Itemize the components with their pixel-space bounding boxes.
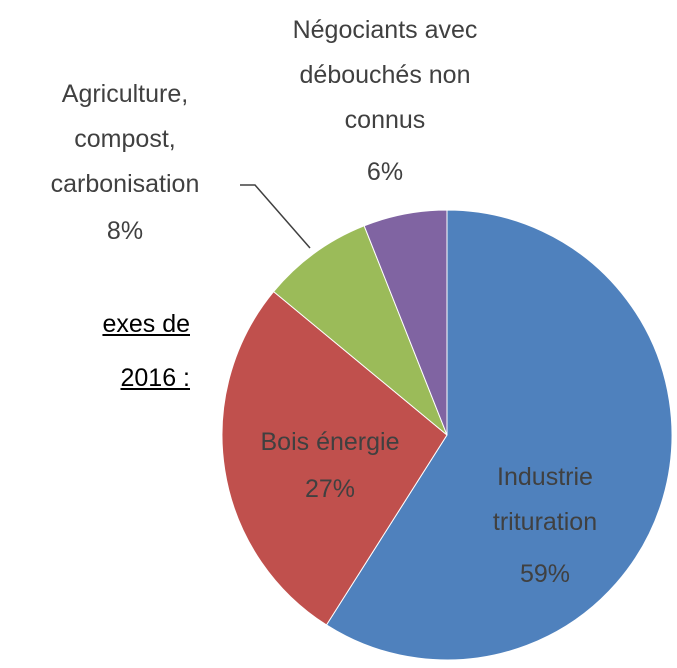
slice-label: Agriculture, compost, carbonisation <box>50 80 200 198</box>
slice-value-label: 59% <box>519 560 571 588</box>
pie-slice <box>363 209 448 436</box>
side-text: exes de <box>102 310 190 338</box>
pie-slice <box>221 290 448 626</box>
slice-value-label: 27% <box>304 475 356 503</box>
side-text: 2016 : <box>120 364 190 392</box>
slice-label: Industrie trituration <box>492 463 598 536</box>
slice-value-label: 8% <box>106 217 144 245</box>
slice-label: Négociants avec débouchés non connus <box>292 16 478 134</box>
leader-line <box>240 184 311 249</box>
slice-value-label: 6% <box>366 158 404 186</box>
slice-label: Bois énergie <box>260 428 400 456</box>
pie-slice <box>272 225 448 436</box>
pie-slice <box>325 209 673 661</box>
